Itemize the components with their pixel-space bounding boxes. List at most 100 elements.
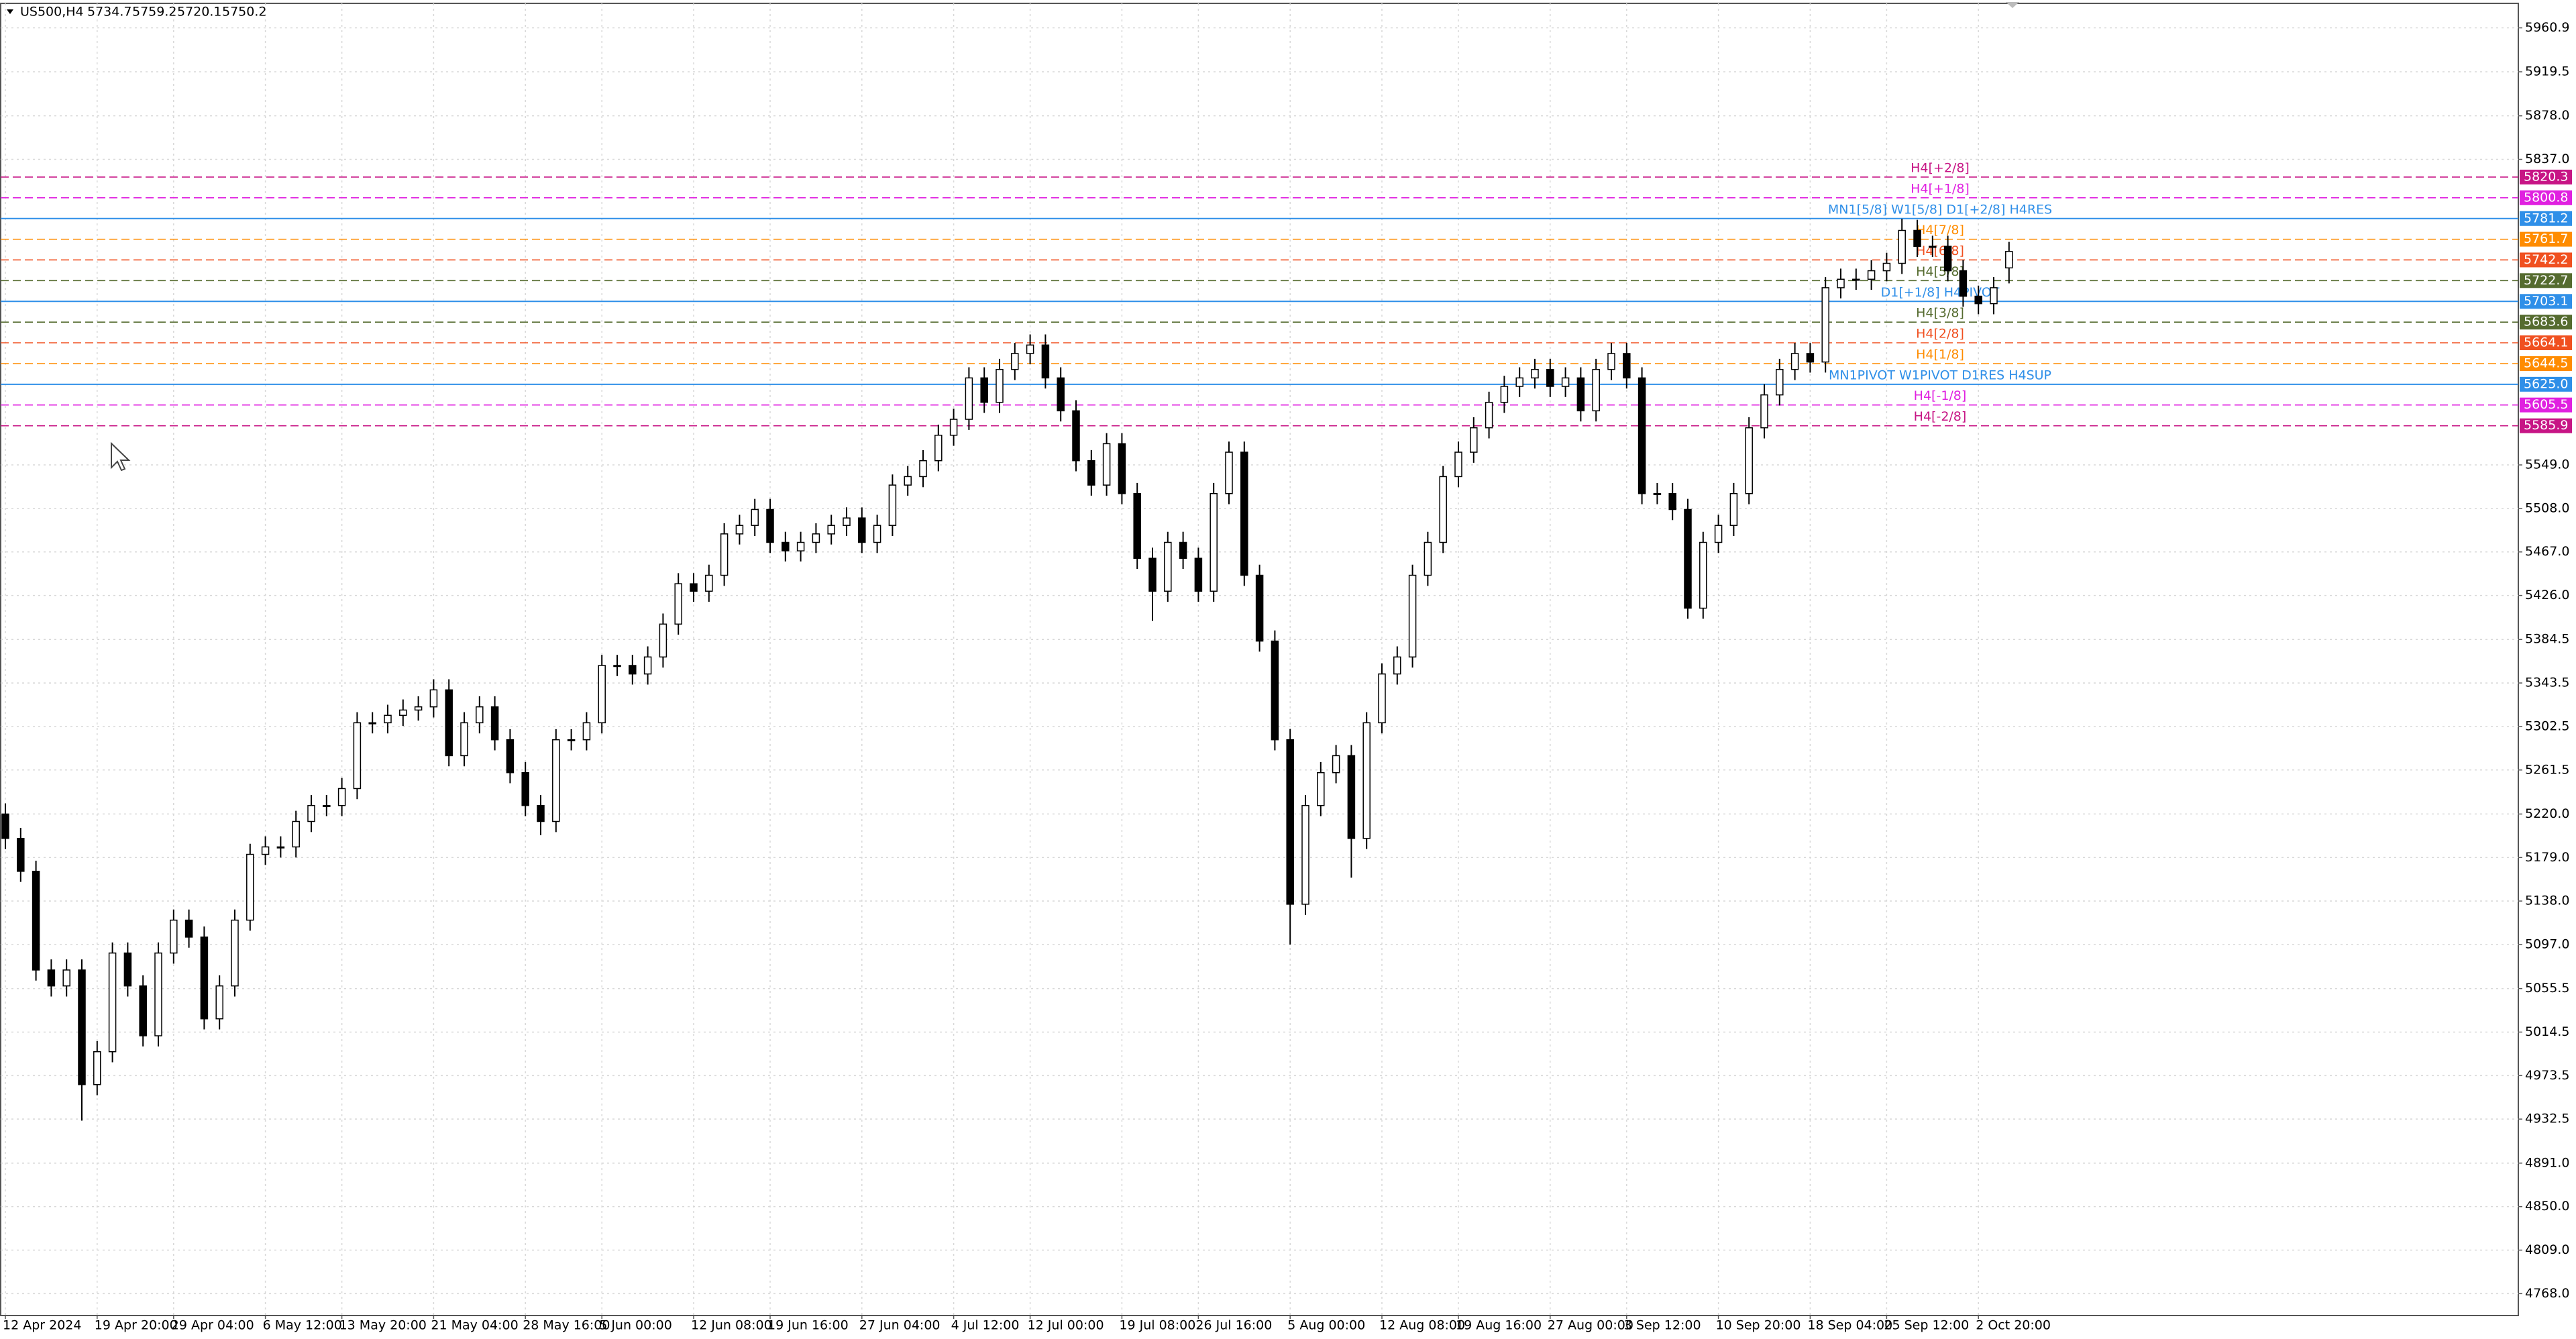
candle-body	[980, 377, 988, 403]
candle-body	[1729, 493, 1738, 526]
candle-body	[337, 788, 346, 806]
x-tick-label: 28 May 16:00	[523, 1318, 610, 1333]
candle-body	[353, 722, 362, 790]
candle-body	[1454, 451, 1462, 478]
level-price-box	[2520, 294, 2572, 309]
level-price-label: 5781.2	[2524, 211, 2568, 225]
mouse-cursor	[111, 441, 131, 472]
candle-body	[827, 525, 835, 535]
candle-body	[766, 508, 774, 543]
candle-body	[1255, 574, 1264, 642]
candle-body	[919, 460, 927, 478]
candle-body	[1072, 410, 1080, 462]
level-price-label: 5664.1	[2524, 335, 2568, 350]
level-price-box	[2520, 231, 2572, 247]
y-tick-label: 5261.5	[2525, 762, 2569, 777]
level-price-label: 5683.6	[2524, 315, 2568, 329]
y-tick-label: 5220.0	[2525, 806, 2569, 821]
candle-body	[812, 533, 820, 543]
candle-body	[276, 846, 285, 849]
level-price-box	[2520, 190, 2572, 205]
x-tick-label: 5 Jun 00:00	[599, 1318, 672, 1333]
level-price-label: 5800.8	[2524, 190, 2568, 205]
candle-body	[674, 583, 682, 625]
candle-body	[246, 853, 254, 921]
candle-body	[1929, 246, 1937, 248]
y-tick-label: 5549.0	[2525, 458, 2569, 472]
y-tick-label: 5302.5	[2525, 718, 2569, 733]
level-label: H4[2/8]	[1916, 326, 1964, 341]
candle-body	[690, 583, 698, 592]
candle-body	[78, 969, 86, 1085]
candle-body	[1148, 557, 1157, 592]
candle-body	[1638, 377, 1646, 494]
candle-body	[17, 838, 25, 872]
y-tick-label: 4768.0	[2525, 1286, 2569, 1301]
candle-body	[1790, 353, 1799, 370]
y-tick-label: 5426.0	[2525, 588, 2569, 602]
candle-body	[1194, 557, 1203, 592]
candle-body	[1974, 295, 1982, 305]
candle-body	[1485, 401, 1493, 429]
level-price-label: 5625.0	[2524, 376, 2568, 391]
x-tick-label: 12 Jun 08:00	[691, 1318, 772, 1333]
candle-body	[643, 656, 652, 675]
candle-body	[1806, 353, 1815, 363]
candle-body	[598, 665, 606, 724]
candle-body	[1286, 739, 1294, 905]
x-tick-label: 19 Jul 08:00	[1119, 1318, 1195, 1333]
grid	[1, 3, 2518, 1315]
symbol-label: US500,H4	[20, 5, 84, 19]
candle-body	[949, 419, 958, 436]
level-label: H4[-2/8]	[1914, 409, 1967, 424]
ohlc-open: 5734.7	[87, 5, 131, 19]
candle-body	[735, 525, 744, 535]
candle-body	[62, 969, 70, 987]
candle-body	[1133, 493, 1141, 559]
candle-body	[1592, 368, 1600, 412]
y-tick-label: 4891.0	[2525, 1155, 2569, 1170]
ohlc-close: 5750.2	[222, 5, 266, 19]
level-price-box	[2520, 418, 2572, 433]
candle-body	[1439, 476, 1447, 543]
level-price-box	[2520, 397, 2572, 413]
level-price-box	[2520, 376, 2572, 392]
candle-body	[108, 952, 117, 1053]
candle-body	[582, 722, 591, 741]
candle-body	[1, 813, 9, 839]
level-label: H4[7/8]	[1916, 223, 1964, 237]
candle-body	[1408, 574, 1417, 658]
y-tick-label: 4973.5	[2525, 1068, 2569, 1083]
candle-body	[1959, 270, 1968, 297]
candle-body	[307, 805, 315, 822]
candle-body	[1057, 377, 1065, 412]
candle-body	[1347, 755, 1356, 839]
candle-body	[1668, 493, 1676, 511]
candle-body	[123, 952, 132, 987]
shift-marker[interactable]	[2006, 2, 2019, 8]
candle-body	[521, 771, 529, 806]
level-price-box	[2520, 273, 2572, 288]
candle-body	[1240, 451, 1248, 576]
level-price-box	[2520, 335, 2572, 350]
candle-body	[1714, 525, 1723, 543]
y-tick-label: 5508.0	[2525, 500, 2569, 515]
candle-body	[1332, 755, 1340, 773]
menu-arrow[interactable]	[7, 9, 13, 14]
level-price-label: 5605.5	[2524, 397, 2568, 412]
candle-body	[2005, 251, 2013, 269]
y-tick-label: 5179.0	[2525, 850, 2569, 865]
candle-body	[873, 525, 881, 543]
x-tick-label: 5 Aug 00:00	[1287, 1318, 1365, 1333]
candle-body	[368, 722, 376, 725]
level-label: H4[-1/8]	[1914, 388, 1967, 403]
candle-body	[1500, 386, 1509, 403]
candle-body	[552, 739, 560, 822]
candle-body	[1378, 673, 1386, 724]
y-tick-label: 5055.5	[2525, 981, 2569, 996]
x-tick-label: 4 Jul 12:00	[951, 1318, 1020, 1333]
candle-body	[399, 709, 407, 716]
level-price-box	[2520, 356, 2572, 371]
candle-body	[996, 368, 1004, 403]
